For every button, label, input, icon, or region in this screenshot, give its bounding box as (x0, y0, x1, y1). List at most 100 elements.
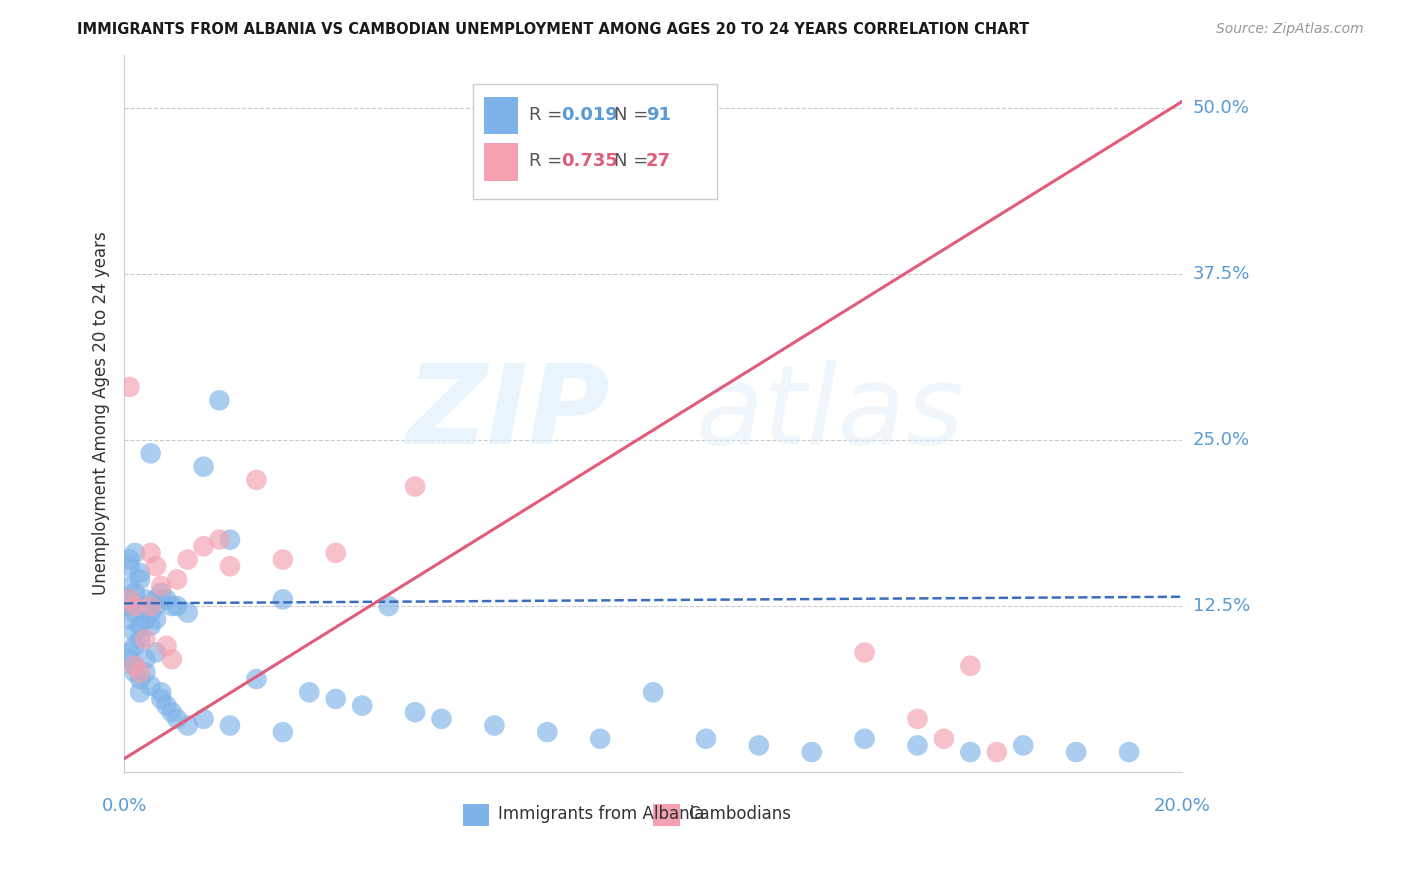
Point (150, 586, 173, 600)
Point (139, 546, 162, 560)
Text: 25.0%: 25.0% (1194, 431, 1250, 449)
Point (129, 573, 152, 587)
Point (150, 685, 173, 699)
Point (325, 692, 347, 706)
Point (139, 606, 162, 620)
Point (129, 566, 152, 580)
Point (129, 685, 152, 699)
Point (155, 698, 177, 713)
Point (176, 718, 198, 732)
Point (124, 606, 146, 620)
Text: Cambodians: Cambodians (688, 805, 792, 823)
Point (160, 705, 183, 719)
Point (404, 705, 426, 719)
Point (124, 599, 146, 613)
Text: 27: 27 (645, 153, 671, 170)
Point (134, 652, 156, 666)
Text: 0.0%: 0.0% (101, 797, 146, 815)
Text: ZIP: ZIP (408, 360, 610, 467)
Point (484, 718, 506, 732)
Point (208, 393, 231, 408)
Point (124, 639, 146, 653)
Point (118, 552, 141, 566)
Point (124, 586, 146, 600)
Point (352, 698, 374, 713)
Point (134, 632, 156, 647)
Point (145, 599, 167, 613)
Point (166, 712, 188, 726)
Point (129, 632, 152, 647)
Point (129, 665, 152, 680)
Point (166, 599, 188, 613)
Point (134, 599, 156, 613)
Point (853, 731, 876, 746)
Point (118, 380, 141, 394)
Text: IMMIGRANTS FROM ALBANIA VS CAMBODIAN UNEMPLOYMENT AMONG AGES 20 TO 24 YEARS CORR: IMMIGRANTS FROM ALBANIA VS CAMBODIAN UNE… (77, 22, 1029, 37)
Point (219, 718, 242, 732)
Point (118, 559, 141, 574)
Point (959, 658, 981, 673)
Point (193, 539, 215, 553)
Point (160, 599, 183, 613)
Point (139, 446, 162, 460)
Point (139, 599, 162, 613)
FancyBboxPatch shape (463, 805, 489, 826)
Text: N =: N = (614, 105, 654, 124)
Point (118, 612, 141, 626)
Text: Immigrants from Albania: Immigrants from Albania (498, 805, 704, 823)
Point (124, 665, 146, 680)
Point (145, 612, 167, 626)
Text: Source: ZipAtlas.com: Source: ZipAtlas.com (1216, 22, 1364, 37)
Point (145, 592, 167, 607)
Point (150, 579, 173, 593)
Point (118, 592, 141, 607)
Point (166, 573, 188, 587)
Point (176, 606, 198, 620)
Point (377, 599, 399, 613)
Point (298, 685, 321, 699)
Point (129, 619, 152, 633)
Point (145, 645, 167, 659)
Point (118, 592, 141, 607)
Text: 0.019: 0.019 (561, 105, 617, 124)
Point (245, 473, 267, 487)
Point (134, 665, 156, 680)
Y-axis label: Unemployment Among Ages 20 to 24 years: Unemployment Among Ages 20 to 24 years (93, 232, 110, 596)
Point (118, 652, 141, 666)
Point (641, 685, 664, 699)
Point (219, 533, 242, 547)
Point (536, 725, 558, 739)
Point (1012, 739, 1035, 753)
Point (208, 533, 231, 547)
Point (271, 725, 294, 739)
Point (932, 731, 955, 746)
Point (118, 645, 141, 659)
Point (139, 679, 162, 693)
Text: N =: N = (614, 153, 654, 170)
FancyBboxPatch shape (484, 144, 517, 180)
Text: atlas: atlas (696, 360, 965, 467)
Point (853, 645, 876, 659)
Point (325, 546, 347, 560)
Point (193, 459, 215, 474)
FancyBboxPatch shape (484, 96, 517, 134)
Point (124, 625, 146, 640)
Point (245, 672, 267, 686)
Point (695, 731, 717, 746)
FancyBboxPatch shape (652, 805, 679, 826)
Point (124, 658, 146, 673)
Point (118, 579, 141, 593)
Point (155, 639, 177, 653)
Point (271, 592, 294, 607)
Point (134, 592, 156, 607)
Point (907, 712, 929, 726)
Point (959, 745, 981, 759)
Point (1118, 745, 1140, 759)
Point (800, 745, 823, 759)
Point (124, 546, 146, 560)
Point (129, 672, 152, 686)
Text: 50.0%: 50.0% (1194, 99, 1250, 117)
Point (160, 652, 183, 666)
Text: 37.5%: 37.5% (1194, 265, 1250, 283)
Point (145, 559, 167, 574)
